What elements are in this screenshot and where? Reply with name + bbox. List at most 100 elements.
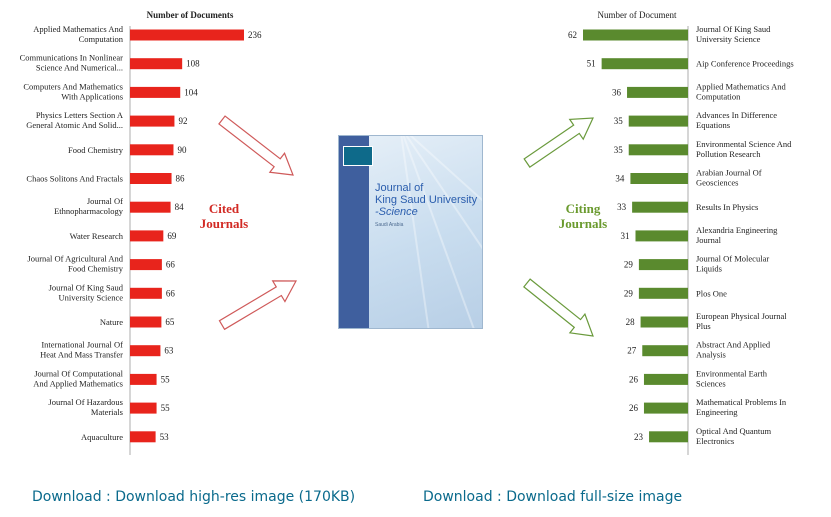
download-hires-link[interactable]: Download : Download high-res image (170K… — [32, 489, 356, 505]
citing-value-label: 35 — [614, 116, 624, 126]
arrow-icon — [523, 117, 594, 168]
cover-title-line: -Science — [375, 206, 418, 218]
cover-logo — [343, 146, 373, 166]
cited-category-label: Journal Of Computational — [34, 368, 123, 378]
cited-category-label: Communications In Nonlinear — [20, 53, 124, 63]
citing-category-label: Results In Physics — [696, 202, 758, 212]
cited-category-label: Journal Of Agricultural And — [27, 254, 123, 264]
citing-journals-label: Journals — [559, 216, 607, 231]
citing-value-label: 51 — [587, 59, 596, 69]
citing-bar — [583, 29, 688, 41]
citing-category-label: Computation — [696, 91, 741, 101]
cited-chart-title: Number of Documents — [147, 10, 234, 20]
cover-subtitle: Saudi Arabia — [375, 222, 404, 228]
cited-value-label: 55 — [161, 374, 171, 384]
citing-value-label: 31 — [621, 231, 630, 241]
download-fullsize-link[interactable]: Download : Download full-size image — [423, 489, 683, 505]
citing-chart-title: Number of Document — [598, 10, 677, 20]
cited-value-label: 66 — [166, 260, 176, 270]
cited-value-label: 84 — [175, 202, 185, 212]
cited-bar — [130, 259, 162, 271]
cited-value-label: 86 — [176, 174, 186, 184]
cited-bar — [130, 316, 162, 328]
citing-bar — [632, 201, 688, 213]
citing-bar — [628, 115, 688, 127]
citing-category-label: Aip Conference Proceedings — [696, 59, 794, 69]
cited-bar — [130, 58, 183, 70]
cited-value-label: 65 — [165, 317, 175, 327]
cover-title-line: Journal of — [375, 182, 424, 194]
cited-bar — [130, 144, 174, 156]
citing-journals-label: Citing — [566, 201, 601, 216]
cited-journals-label: Journals — [200, 216, 248, 231]
citing-category-label: Journal — [696, 235, 722, 245]
citing-category-label: Geosciences — [696, 178, 738, 188]
cited-category-label: Journal Of — [87, 196, 123, 206]
cited-category-label: Computers And Mathematics — [23, 81, 123, 91]
citing-category-label: Alexandria Engineering — [696, 225, 778, 235]
cited-value-label: 104 — [184, 87, 198, 97]
download-links: Download : Download high-res image (170K… — [0, 486, 831, 516]
citing-bar — [638, 287, 688, 299]
citing-category-label: Advances In Difference — [696, 110, 777, 120]
figure: Number of Documents 236 Applied Mathematic… — [20, 10, 794, 455]
cited-bar — [130, 201, 171, 213]
citing-category-label: Mathematical Problems In — [696, 397, 787, 407]
citing-category-label: Environmental Earth — [696, 368, 768, 378]
cited-journals-label: Cited — [209, 201, 240, 216]
citing-value-label: 34 — [615, 174, 625, 184]
cover-title: Journal of King Saud University -Science — [375, 182, 479, 218]
citing-category-label: Journal Of Molecular — [696, 254, 769, 264]
cited-category-label: With Applications — [61, 91, 123, 101]
cited-category-label: Science And Numerical... — [36, 63, 123, 73]
citing-bar — [640, 316, 688, 328]
cited-value-label: 55 — [161, 403, 171, 413]
citing-bar — [635, 230, 688, 242]
cited-category-label: Water Research — [70, 231, 124, 241]
citing-bar — [642, 345, 688, 357]
cited-bar — [130, 29, 244, 41]
cited-category-label: Ethnopharmacology — [54, 206, 124, 216]
arrow-icon — [523, 278, 594, 337]
citing-category-label: Optical And Quantum — [696, 426, 771, 436]
citing-value-label: 35 — [614, 145, 624, 155]
citing-category-label: Environmental Science And — [696, 139, 792, 149]
cited-bar — [130, 373, 157, 385]
citing-category-label: Sciences — [696, 378, 726, 388]
cited-value-label: 66 — [166, 288, 176, 298]
citing-category-label: Arabian Journal Of — [696, 168, 762, 178]
citing-category-label: Pollution Research — [696, 149, 761, 159]
journal-cover-image: Journal of King Saud University -Science… — [338, 135, 483, 329]
citing-value-label: 29 — [624, 260, 634, 270]
citing-bar — [643, 402, 688, 414]
cited-category-label: Heat And Mass Transfer — [40, 350, 123, 360]
cited-value-label: 108 — [186, 59, 200, 69]
cited-category-label: Chaos Solitons And Fractals — [26, 174, 123, 184]
cited-bar — [130, 402, 157, 414]
cited-value-label: 53 — [160, 432, 170, 442]
cited-category-label: Nature — [100, 317, 123, 327]
cited-category-label: Materials — [91, 407, 123, 417]
citing-category-label: University Science — [696, 34, 761, 44]
arrow-icon — [218, 115, 294, 176]
cited-category-label: Journal Of King Saud — [49, 282, 124, 292]
cited-category-label: Physics Letters Section A — [36, 110, 124, 120]
citing-bar — [630, 173, 688, 184]
arrow-icon — [218, 280, 298, 331]
citing-category-label: Journal Of King Saud — [696, 24, 771, 34]
citing-bar — [649, 431, 688, 443]
cited-value-label: 90 — [177, 145, 187, 155]
cited-bar — [130, 86, 181, 98]
citing-category-label: European Physical Journal — [696, 311, 787, 321]
citing-category-label: Applied Mathematics And — [696, 81, 786, 91]
citing-category-label: Equations — [696, 120, 730, 130]
citing-category-label: Analysis — [696, 350, 726, 360]
cited-bar — [130, 287, 162, 299]
citing-bar — [601, 58, 688, 70]
citing-value-label: 62 — [568, 30, 577, 40]
citing-bar — [628, 144, 688, 156]
cited-bar — [130, 115, 175, 127]
cited-category-label: Applied Mathematics And — [33, 24, 123, 34]
cited-category-label: University Science — [59, 292, 124, 302]
citing-value-label: 36 — [612, 87, 622, 97]
